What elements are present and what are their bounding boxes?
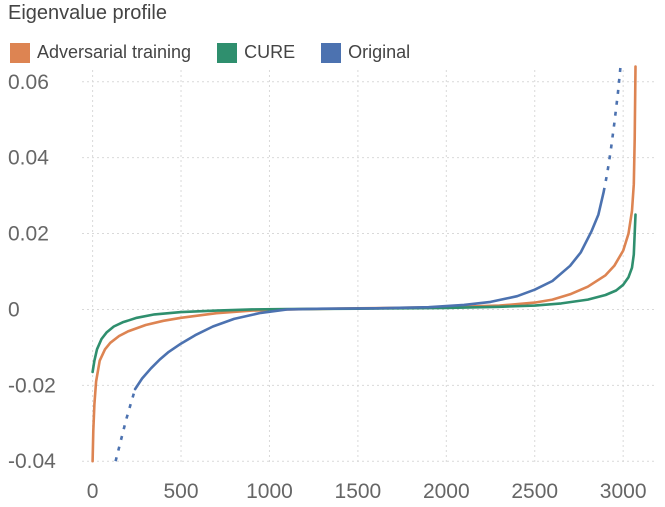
legend-item-original[interactable]: Original — [321, 42, 410, 63]
x-tick-label: 3000 — [600, 480, 647, 503]
x-tick-label: 1500 — [335, 480, 382, 503]
x-axis-tick-labels: 0 500 1000 1500 2000 2500 3000 — [87, 480, 647, 503]
legend-label-cure: CURE — [244, 42, 296, 62]
chart-title: Eigenvalue profile — [8, 2, 167, 24]
y-tick-label: 0 — [8, 298, 20, 321]
legend-item-cure[interactable]: CURE — [217, 42, 295, 63]
y-axis-tick-labels: 0.06 0.04 0.02 0 -0.02 -0.04 — [8, 71, 56, 473]
legend-item-adversarial-training[interactable]: Adversarial training — [10, 42, 191, 63]
y-tick-label: 0.02 — [8, 223, 49, 246]
x-tick-label: 0 — [87, 480, 99, 503]
y-tick-label: 0.06 — [8, 71, 49, 94]
legend: Adversarial training CURE Original — [10, 42, 436, 63]
y-tick-label: -0.02 — [8, 374, 56, 397]
y-tick-label: 0.04 — [8, 147, 49, 170]
series-line-original — [133, 190, 606, 391]
legend-swatch-cure — [217, 42, 238, 63]
x-tick-label: 2000 — [423, 480, 470, 503]
x-tick-label: 2500 — [511, 480, 558, 503]
series-line-original-dashed — [114, 388, 137, 462]
series-line-adversarial-training — [91, 65, 637, 463]
y-tick-label: -0.04 — [8, 450, 56, 473]
legend-swatch-adversarial-training — [10, 42, 30, 63]
x-tick-label: 1000 — [246, 480, 293, 503]
legend-swatch-original — [321, 42, 342, 63]
x-tick-label: 500 — [164, 480, 199, 503]
series-line-original-dashed — [602, 66, 622, 193]
legend-label-original: Original — [348, 42, 411, 62]
series-lines — [91, 65, 637, 463]
legend-label-adversarial-training: Adversarial training — [37, 42, 192, 62]
grid-lines — [82, 70, 655, 465]
